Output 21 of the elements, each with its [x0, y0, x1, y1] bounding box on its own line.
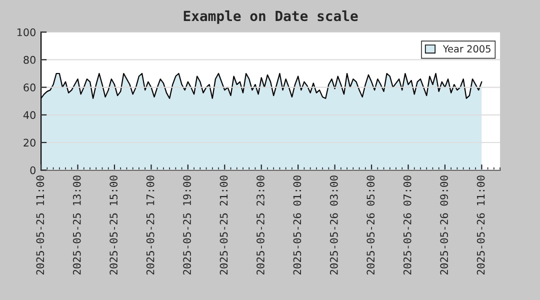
x-tick-label: 2025-05-25 11:00 — [36, 176, 44, 275]
x-tick-label: 2025-05-25 13:00 — [72, 176, 81, 275]
x-tick-label: 2025-05-26 03:00 — [330, 176, 338, 275]
x-tick-label: 2025-05-25 23:00 — [256, 176, 264, 275]
y-tick-label: 100 — [17, 28, 36, 36]
x-tick-label: 2025-05-26 01:00 — [293, 176, 302, 275]
x-tick-label: 2025-05-25 17:00 — [146, 176, 154, 275]
y-tick-label: 0 — [30, 166, 36, 174]
y-tick-label: 80 — [24, 56, 36, 64]
y-tick-label: 60 — [24, 84, 36, 92]
legend-label: Year 2005 — [442, 45, 490, 53]
x-tick-label: 2025-05-26 05:00 — [366, 176, 375, 275]
x-tick-label: 2025-05-25 19:00 — [183, 176, 191, 275]
x-tick-label: 2025-05-25 21:00 — [220, 176, 228, 275]
chart-title: Example on Date scale — [184, 10, 358, 24]
y-tick-label: 40 — [23, 111, 36, 120]
x-tick-label: 2025-05-26 09:00 — [440, 176, 448, 275]
x-tick-label: 2025-05-25 15:00 — [110, 176, 118, 275]
x-tick-label: 2025-05-26 11:00 — [476, 176, 485, 275]
x-tick-label: 2025-05-26 07:00 — [403, 176, 412, 275]
y-tick-label: 20 — [24, 138, 36, 147]
